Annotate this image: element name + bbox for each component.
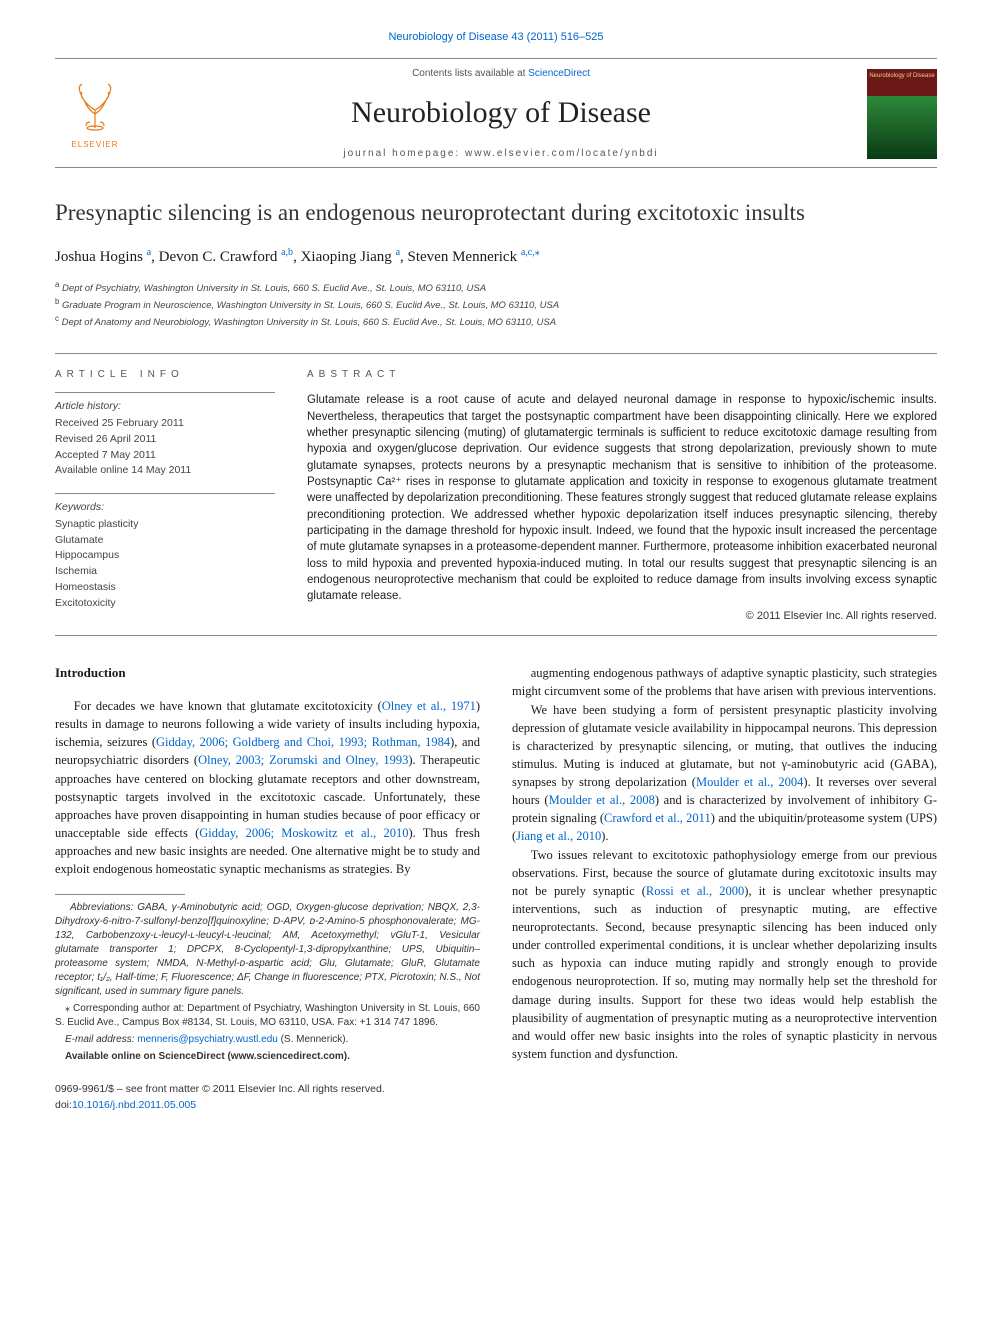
elsevier-label: ELSEVIER [71,139,118,151]
email-suffix: (S. Mennerick). [278,1034,349,1045]
contents-prefix: Contents lists available at [412,68,528,79]
body-paragraph: augmenting endogenous pathways of adapti… [512,664,937,700]
author-affil-sup: a [396,247,400,258]
abstract-text: Glutamate release is a root cause of acu… [307,392,937,604]
journal-homepage: journal homepage: www.elsevier.com/locat… [135,147,867,162]
body-paragraph: For decades we have known that glutamate… [55,697,480,878]
abstract-label: ABSTRACT [307,368,937,383]
affiliations: a Dept of Psychiatry, Washington Univers… [55,279,937,331]
authors-line: Joshua Hogins a, Devon C. Crawford a,b, … [55,246,937,269]
author-affil-sup: a,c, [521,247,535,258]
abstract-copyright: © 2011 Elsevier Inc. All rights reserved… [307,609,937,625]
body-paragraph: Two issues relevant to excitotoxic patho… [512,846,937,1064]
keywords-title: Keywords: [55,500,275,516]
keywords-block: Keywords: Synaptic plasticityGlutamateHi… [55,493,275,611]
doi-line: doi:10.1016/j.nbd.2011.05.005 [55,1098,480,1113]
doi-link[interactable]: 10.1016/j.nbd.2011.05.005 [72,1099,196,1111]
author-name: Steven Mennerick [408,249,518,265]
keyword: Homeostasis [55,580,275,596]
availability-footnote: Available online on ScienceDirect (www.s… [55,1050,480,1064]
doi-label: doi: [55,1099,72,1111]
email-label: E-mail address: [65,1034,137,1045]
body-left-column: Introduction For decades we have known t… [55,664,480,1113]
keyword: Excitotoxicity [55,596,275,612]
article-info-label: ARTICLE INFO [55,368,275,383]
contents-available-line: Contents lists available at ScienceDirec… [135,67,867,82]
author-name: Devon C. Crawford [159,249,278,265]
affiliation-line: c Dept of Anatomy and Neurobiology, Wash… [55,313,937,330]
history-line: Accepted 7 May 2011 [55,448,275,464]
body-paragraph: We have been studying a form of persiste… [512,701,937,846]
author-name: Joshua Hogins [55,249,143,265]
journal-reference: Neurobiology of Disease 43 (2011) 516–52… [55,30,937,46]
history-line: Revised 26 April 2011 [55,432,275,448]
keyword: Glutamate [55,533,275,549]
history-line: Available online 14 May 2011 [55,463,275,479]
author-email-link[interactable]: menneris@psychiatry.wustl.edu [137,1034,278,1045]
footnote-divider [55,894,185,895]
author-name: Xiaoping Jiang [301,249,392,265]
frontmatter-line: 0969-9961/$ – see front matter © 2011 El… [55,1082,480,1097]
article-title: Presynaptic silencing is an endogenous n… [55,196,937,229]
cover-thumb-label: Neurobiology of Disease [867,72,937,81]
email-footnote: E-mail address: menneris@psychiatry.wust… [55,1033,480,1047]
corresponding-author-footnote: ⁎ Corresponding author at: Department of… [55,1002,480,1030]
affiliation-line: a Dept of Psychiatry, Washington Univers… [55,279,937,296]
keyword: Ischemia [55,564,275,580]
body-right-column: augmenting endogenous pathways of adapti… [512,664,937,1113]
elsevier-logo: ELSEVIER [55,69,135,159]
article-history-title: Article history: [55,399,275,415]
keyword: Synaptic plasticity [55,517,275,533]
abbreviations-footnote: Abbreviations: GABA, γ-Aminobutyric acid… [55,901,480,999]
elsevier-tree-icon [65,77,125,137]
affiliation-line: b Graduate Program in Neuroscience, Wash… [55,296,937,313]
journal-name: Neurobiology of Disease [135,91,867,135]
journal-cover-thumbnail: Neurobiology of Disease [867,69,937,159]
history-line: Received 25 February 2011 [55,416,275,432]
corresponding-star-icon: ⁎ [535,247,540,258]
footnotes: Abbreviations: GABA, γ-Aminobutyric acid… [55,901,480,1064]
keyword: Hippocampus [55,548,275,564]
author-affil-sup: a,b [281,247,293,258]
divider [55,635,937,636]
article-history-block: Article history: Received 25 February 20… [55,392,275,479]
masthead: ELSEVIER Contents lists available at Sci… [55,58,937,169]
page-footer: 0969-9961/$ – see front matter © 2011 El… [55,1082,480,1112]
sciencedirect-link[interactable]: ScienceDirect [528,68,590,79]
introduction-heading: Introduction [55,664,480,683]
author-affil-sup: a [147,247,151,258]
